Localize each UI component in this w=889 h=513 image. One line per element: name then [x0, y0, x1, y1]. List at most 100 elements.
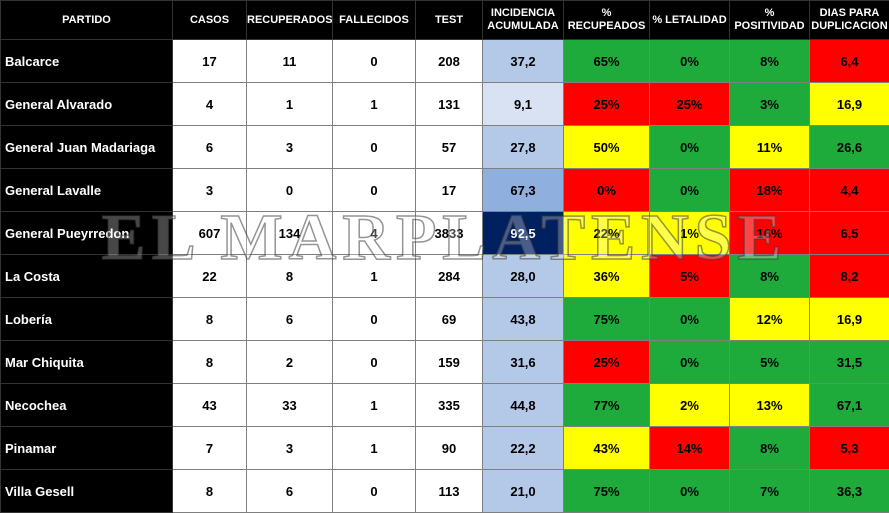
header-test: TEST [416, 1, 483, 40]
cell-dias-duplicacion: 26,6 [810, 126, 889, 169]
cell-partido: Mar Chiquita [1, 341, 173, 384]
cell-letalidad: 0% [650, 298, 730, 341]
header-letalidad: % LETALIDAD [650, 1, 730, 40]
cell-pct-recuperados: 77% [564, 384, 650, 427]
cell-positividad: 8% [730, 40, 810, 83]
cell-casos: 43 [173, 384, 247, 427]
header-fallecidos: FALLECIDOS [333, 1, 416, 40]
cell-positividad: 11% [730, 126, 810, 169]
cell-fallecidos: 1 [333, 384, 416, 427]
cell-recuperados: 3 [247, 427, 333, 470]
cell-test: 208 [416, 40, 483, 83]
cell-recuperados: 6 [247, 298, 333, 341]
cell-incidencia: 21,0 [483, 470, 564, 513]
cell-dias-duplicacion: 36,3 [810, 470, 889, 513]
cell-test: 69 [416, 298, 483, 341]
cell-dias-duplicacion: 4,4 [810, 169, 889, 212]
cell-test: 90 [416, 427, 483, 470]
cell-pct-recuperados: 25% [564, 83, 650, 126]
header-dias-duplicacion: DIAS PARA DUPLICACION [810, 1, 889, 40]
cell-partido: Lobería [1, 298, 173, 341]
cell-casos: 8 [173, 298, 247, 341]
cell-test: 159 [416, 341, 483, 384]
cell-casos: 17 [173, 40, 247, 83]
header-positividad: % POSITIVIDAD [730, 1, 810, 40]
cell-incidencia: 31,6 [483, 341, 564, 384]
cell-recuperados: 33 [247, 384, 333, 427]
header-row: PARTIDO CASOS RECUPERADOS FALLECIDOS TES… [1, 1, 889, 40]
cell-letalidad: 0% [650, 169, 730, 212]
cell-fallecidos: 0 [333, 169, 416, 212]
cell-partido: General Juan Madariaga [1, 126, 173, 169]
cell-fallecidos: 0 [333, 40, 416, 83]
cell-positividad: 3% [730, 83, 810, 126]
cell-pct-recuperados: 43% [564, 427, 650, 470]
cell-positividad: 13% [730, 384, 810, 427]
cell-recuperados: 2 [247, 341, 333, 384]
cell-pct-recuperados: 22% [564, 212, 650, 255]
cell-partido: General Lavalle [1, 169, 173, 212]
cell-fallecidos: 0 [333, 470, 416, 513]
cell-fallecidos: 1 [333, 255, 416, 298]
cell-letalidad: 0% [650, 40, 730, 83]
header-pct-recuperados: % RECUPEADOS [564, 1, 650, 40]
cell-casos: 3 [173, 169, 247, 212]
cell-incidencia: 22,2 [483, 427, 564, 470]
cell-fallecidos: 1 [333, 427, 416, 470]
cell-pct-recuperados: 75% [564, 470, 650, 513]
cell-positividad: 8% [730, 427, 810, 470]
cell-casos: 4 [173, 83, 247, 126]
cell-fallecidos: 0 [333, 341, 416, 384]
cell-recuperados: 8 [247, 255, 333, 298]
cell-positividad: 18% [730, 169, 810, 212]
cell-letalidad: 1% [650, 212, 730, 255]
cell-casos: 8 [173, 341, 247, 384]
cell-test: 284 [416, 255, 483, 298]
cell-letalidad: 5% [650, 255, 730, 298]
cell-positividad: 5% [730, 341, 810, 384]
cell-fallecidos: 1 [333, 83, 416, 126]
cell-test: 17 [416, 169, 483, 212]
cell-pct-recuperados: 75% [564, 298, 650, 341]
cell-test: 335 [416, 384, 483, 427]
cell-pct-recuperados: 50% [564, 126, 650, 169]
cell-partido: La Costa [1, 255, 173, 298]
cell-partido: Villa Gesell [1, 470, 173, 513]
cell-letalidad: 0% [650, 470, 730, 513]
cell-partido: General Alvarado [1, 83, 173, 126]
cell-casos: 22 [173, 255, 247, 298]
cell-incidencia: 44,8 [483, 384, 564, 427]
cell-test: 113 [416, 470, 483, 513]
cell-casos: 7 [173, 427, 247, 470]
cell-positividad: 8% [730, 255, 810, 298]
cell-recuperados: 0 [247, 169, 333, 212]
cell-recuperados: 3 [247, 126, 333, 169]
cell-incidencia: 43,8 [483, 298, 564, 341]
cell-incidencia: 9,1 [483, 83, 564, 126]
cell-casos: 6 [173, 126, 247, 169]
cell-incidencia: 37,2 [483, 40, 564, 83]
cell-partido: General Pueyrredon [1, 212, 173, 255]
cell-incidencia: 28,0 [483, 255, 564, 298]
header-recuperados: RECUPERADOS [247, 1, 333, 40]
cell-fallecidos: 0 [333, 298, 416, 341]
cell-positividad: 7% [730, 470, 810, 513]
cell-pct-recuperados: 0% [564, 169, 650, 212]
cell-letalidad: 2% [650, 384, 730, 427]
cell-casos: 607 [173, 212, 247, 255]
cell-recuperados: 6 [247, 470, 333, 513]
cell-incidencia: 27,8 [483, 126, 564, 169]
cell-dias-duplicacion: 5,3 [810, 427, 889, 470]
cell-letalidad: 25% [650, 83, 730, 126]
cell-recuperados: 134 [247, 212, 333, 255]
cell-dias-duplicacion: 8,2 [810, 255, 889, 298]
